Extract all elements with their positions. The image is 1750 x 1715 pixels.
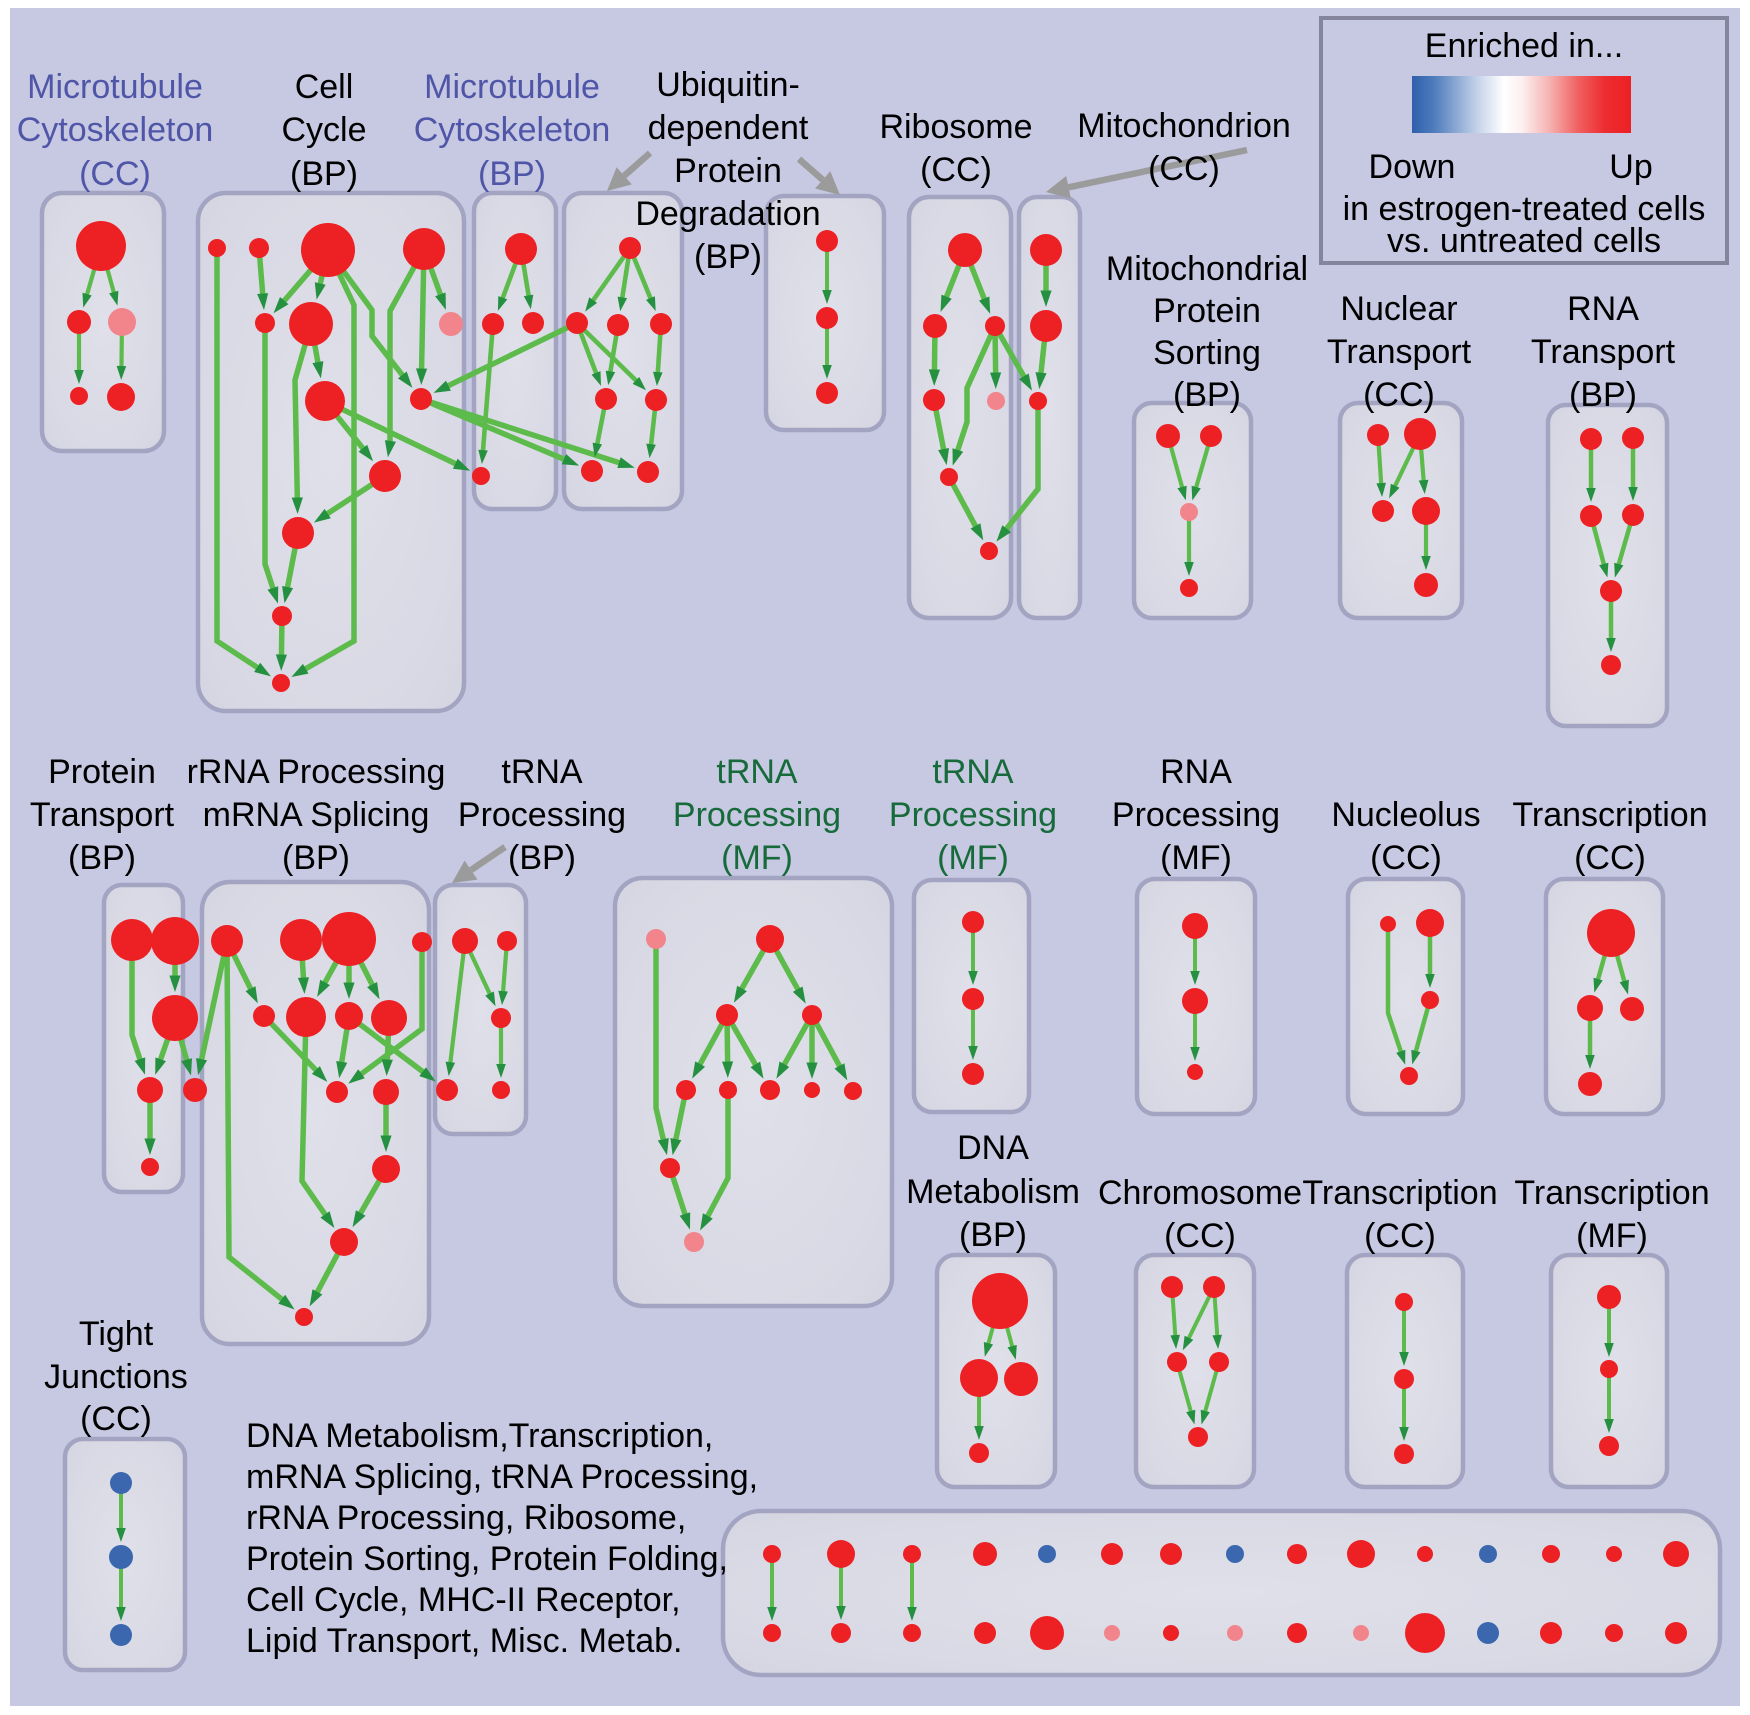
svg-text:Processing: Processing: [673, 796, 841, 834]
svg-text:tRNA: tRNA: [501, 753, 583, 791]
svg-text:Protein: Protein: [1153, 292, 1261, 330]
svg-text:rRNA Processing: rRNA Processing: [187, 753, 446, 791]
svg-text:rRNA Processing, Ribosome,: rRNA Processing, Ribosome,: [246, 1499, 686, 1537]
svg-text:vs. untreated cells: vs. untreated cells: [1387, 222, 1661, 260]
svg-text:(CC): (CC): [1164, 1217, 1236, 1255]
svg-text:Processing: Processing: [889, 796, 1057, 834]
svg-text:Cytoskeleton: Cytoskeleton: [17, 111, 214, 149]
svg-text:Microtubule: Microtubule: [27, 68, 203, 106]
svg-text:Protein: Protein: [48, 753, 156, 791]
svg-text:Protein: Protein: [674, 152, 782, 190]
svg-text:(MF): (MF): [937, 839, 1009, 877]
svg-text:Transcription: Transcription: [1512, 796, 1707, 834]
svg-text:Mitochondrial: Mitochondrial: [1106, 250, 1308, 288]
svg-text:Nucleolus: Nucleolus: [1331, 796, 1480, 834]
svg-text:(BP): (BP): [959, 1216, 1027, 1254]
svg-text:(CC): (CC): [1370, 839, 1442, 877]
svg-text:Transcription: Transcription: [1302, 1174, 1497, 1212]
svg-text:(CC): (CC): [1148, 150, 1220, 188]
svg-text:Transport: Transport: [30, 796, 175, 834]
svg-text:dependent: dependent: [648, 109, 809, 147]
svg-text:Transport: Transport: [1531, 333, 1676, 371]
svg-text:Ubiquitin-: Ubiquitin-: [656, 66, 800, 104]
svg-text:(CC): (CC): [920, 151, 992, 189]
svg-text:(BP): (BP): [68, 839, 136, 877]
svg-text:Protein Sorting, Protein Foldi: Protein Sorting, Protein Folding,: [246, 1540, 728, 1578]
svg-text:(MF): (MF): [1576, 1217, 1648, 1255]
svg-text:Metabolism: Metabolism: [906, 1173, 1080, 1211]
svg-text:Transport: Transport: [1327, 333, 1472, 371]
svg-text:Transcription: Transcription: [1514, 1174, 1709, 1212]
svg-text:DNA Metabolism,Transcription,: DNA Metabolism,Transcription,: [246, 1417, 713, 1455]
svg-text:RNA: RNA: [1160, 753, 1232, 791]
svg-text:Degradation: Degradation: [635, 195, 820, 233]
svg-text:Down: Down: [1369, 148, 1456, 186]
svg-text:(CC): (CC): [80, 1400, 152, 1438]
svg-text:Lipid Transport, Misc. Metab.: Lipid Transport, Misc. Metab.: [246, 1622, 683, 1660]
svg-text:(CC): (CC): [1364, 1217, 1436, 1255]
svg-text:(BP): (BP): [1569, 376, 1637, 414]
svg-text:RNA: RNA: [1567, 290, 1639, 328]
svg-text:(BP): (BP): [694, 238, 762, 276]
svg-text:Cytoskeleton: Cytoskeleton: [414, 111, 611, 149]
svg-text:Nuclear: Nuclear: [1340, 290, 1457, 328]
svg-text:Junctions: Junctions: [44, 1358, 188, 1396]
svg-text:Processing: Processing: [458, 796, 626, 834]
svg-text:in estrogen-treated cells: in estrogen-treated cells: [1343, 190, 1706, 228]
svg-text:(BP): (BP): [478, 155, 546, 193]
svg-text:Enriched in...: Enriched in...: [1425, 27, 1623, 65]
svg-text:(MF): (MF): [1160, 839, 1232, 877]
svg-text:Microtubule: Microtubule: [424, 68, 600, 106]
svg-text:tRNA: tRNA: [932, 753, 1014, 791]
svg-text:(CC): (CC): [79, 155, 151, 193]
svg-text:DNA: DNA: [957, 1129, 1029, 1167]
svg-text:Mitochondrion: Mitochondrion: [1077, 107, 1291, 145]
svg-text:Processing: Processing: [1112, 796, 1280, 834]
svg-text:(CC): (CC): [1574, 839, 1646, 877]
svg-text:(BP): (BP): [290, 155, 358, 193]
svg-text:(MF): (MF): [721, 839, 793, 877]
svg-text:Sorting: Sorting: [1153, 334, 1261, 372]
svg-text:(BP): (BP): [1173, 376, 1241, 414]
svg-text:(BP): (BP): [282, 839, 350, 877]
svg-text:(BP): (BP): [508, 839, 576, 877]
svg-text:Cycle: Cycle: [281, 111, 366, 149]
svg-text:Tight: Tight: [79, 1315, 154, 1353]
svg-text:(CC): (CC): [1363, 376, 1435, 414]
svg-text:mRNA Splicing, tRNA Processing: mRNA Splicing, tRNA Processing,: [246, 1458, 758, 1496]
svg-text:Ribosome: Ribosome: [879, 108, 1032, 146]
svg-text:Cell: Cell: [295, 68, 354, 106]
svg-text:Up: Up: [1609, 148, 1652, 186]
svg-text:Chromosome: Chromosome: [1098, 1174, 1302, 1212]
svg-text:mRNA Splicing: mRNA Splicing: [203, 796, 430, 834]
svg-text:tRNA: tRNA: [716, 753, 798, 791]
svg-text:Cell Cycle, MHC-II Receptor,: Cell Cycle, MHC-II Receptor,: [246, 1581, 681, 1619]
